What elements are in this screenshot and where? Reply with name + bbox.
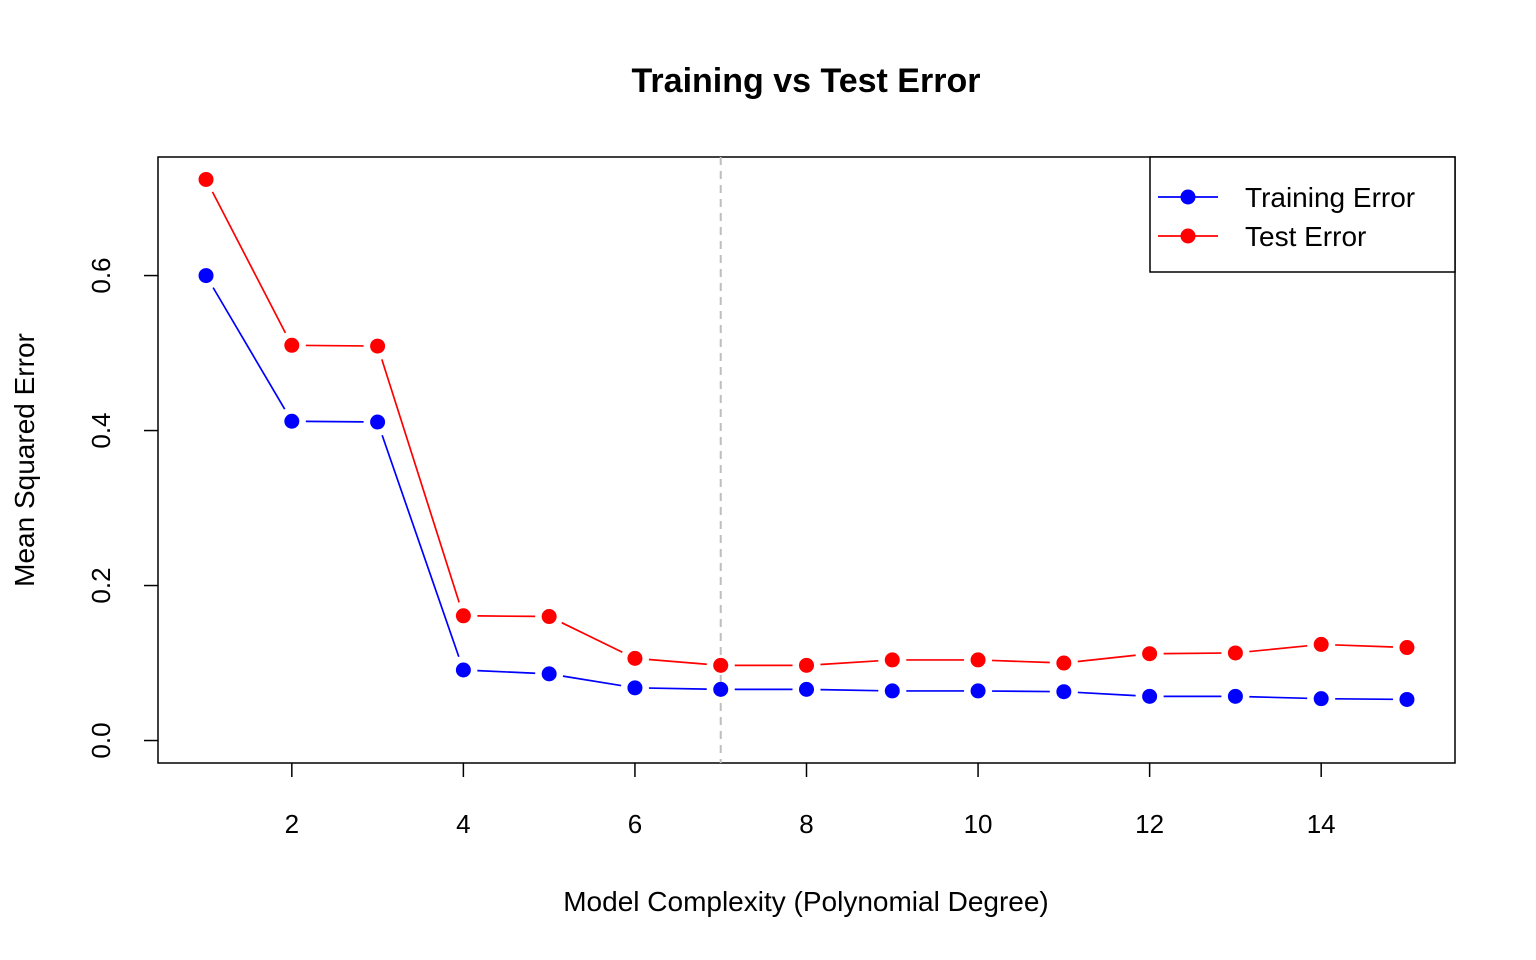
y-tick-label: 0.4 bbox=[86, 412, 116, 448]
data-point bbox=[370, 338, 386, 354]
x-tick-label: 2 bbox=[285, 809, 299, 839]
series-segment bbox=[381, 434, 460, 658]
series-segment bbox=[211, 191, 287, 334]
x-tick-label: 4 bbox=[456, 809, 470, 839]
x-tick-label: 6 bbox=[628, 809, 642, 839]
data-point bbox=[541, 609, 557, 625]
data-point bbox=[198, 268, 214, 284]
data-point bbox=[455, 662, 471, 678]
y-tick-label: 0.0 bbox=[86, 722, 116, 758]
series-segment bbox=[1077, 691, 1136, 697]
data-point bbox=[1313, 636, 1329, 652]
series-segment bbox=[820, 659, 879, 666]
y-axis: 0.0 0.2 0.4 0.6 bbox=[86, 257, 158, 759]
series-segment bbox=[381, 359, 460, 603]
data-point bbox=[1056, 684, 1072, 700]
legend-box bbox=[1149, 156, 1456, 273]
x-axis: 2 4 6 8 10 12 14 bbox=[285, 763, 1336, 839]
series-segment bbox=[305, 420, 364, 423]
series-segment bbox=[1077, 654, 1136, 663]
data-point bbox=[884, 652, 900, 668]
series-segment bbox=[305, 344, 364, 347]
x-tick-label: 10 bbox=[964, 809, 993, 839]
x-tick-label: 8 bbox=[799, 809, 813, 839]
data-point bbox=[1142, 646, 1158, 662]
series-segment bbox=[1335, 697, 1393, 701]
legend-marker bbox=[1180, 228, 1196, 244]
data-point bbox=[284, 413, 300, 429]
series-segment bbox=[1249, 644, 1308, 653]
series-segment bbox=[1335, 644, 1394, 648]
data-point bbox=[1313, 691, 1329, 707]
data-point bbox=[370, 414, 386, 430]
data-point bbox=[799, 681, 814, 697]
legend-item: Training Error bbox=[1158, 182, 1415, 213]
legend: Training Error Test Error bbox=[1149, 156, 1456, 273]
data-point bbox=[198, 171, 214, 187]
series-training-error bbox=[198, 268, 1415, 707]
x-axis-label: Model Complexity (Polynomial Degree) bbox=[563, 886, 1049, 917]
series-segment bbox=[562, 675, 622, 687]
series-segment bbox=[212, 287, 286, 410]
series-segment bbox=[820, 688, 879, 692]
data-point bbox=[1142, 688, 1158, 704]
legend-label: Training Error bbox=[1245, 182, 1415, 213]
data-point bbox=[713, 657, 729, 673]
data-point bbox=[455, 608, 471, 624]
data-point bbox=[799, 657, 814, 673]
series-segment bbox=[1249, 695, 1308, 700]
series-segment bbox=[477, 669, 536, 675]
data-point bbox=[713, 681, 729, 697]
series-segment bbox=[648, 687, 707, 690]
data-point bbox=[1227, 645, 1243, 661]
data-point bbox=[627, 650, 643, 666]
chart-title: Training vs Test Error bbox=[632, 62, 981, 100]
data-point bbox=[284, 337, 300, 353]
legend-marker bbox=[1180, 189, 1196, 205]
data-point bbox=[970, 683, 986, 699]
series-segment bbox=[992, 690, 1050, 693]
series-segment bbox=[561, 621, 623, 654]
y-tick-label: 0.2 bbox=[86, 567, 116, 603]
series-segment bbox=[477, 615, 536, 618]
series-segment bbox=[648, 658, 707, 666]
series-segment bbox=[1163, 652, 1222, 655]
data-point bbox=[1399, 691, 1415, 707]
legend-item: Test Error bbox=[1158, 221, 1366, 252]
data-point bbox=[541, 666, 557, 682]
y-axis-label: Mean Squared Error bbox=[9, 333, 40, 587]
data-point bbox=[884, 683, 900, 699]
data-point bbox=[1056, 655, 1072, 671]
data-point bbox=[970, 652, 986, 668]
data-point bbox=[1399, 640, 1415, 656]
x-tick-label: 12 bbox=[1135, 809, 1164, 839]
data-point bbox=[1227, 688, 1243, 704]
y-tick-label: 0.6 bbox=[86, 257, 116, 293]
x-tick-label: 14 bbox=[1307, 809, 1336, 839]
legend-label: Test Error bbox=[1245, 221, 1366, 252]
series-test-error bbox=[198, 171, 1415, 673]
data-point bbox=[627, 680, 643, 696]
series-segment bbox=[992, 659, 1050, 664]
